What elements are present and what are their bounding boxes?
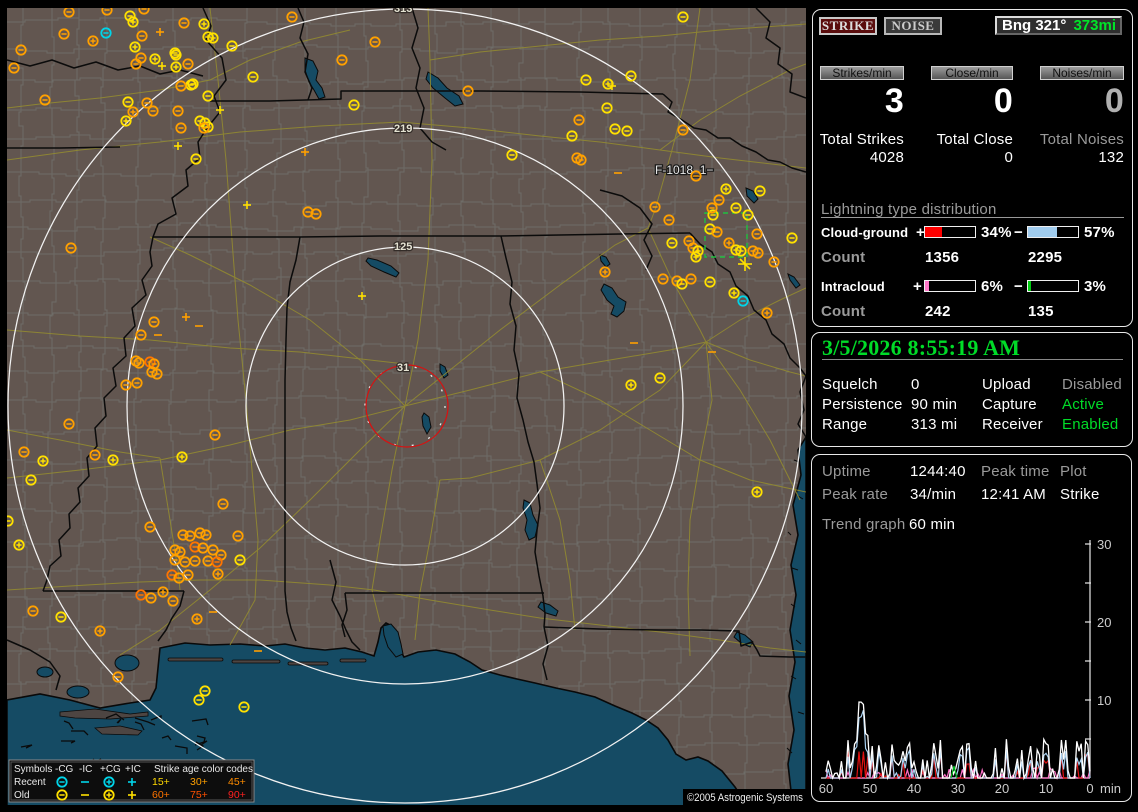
svg-text:60: 60	[819, 781, 833, 796]
svg-text:20: 20	[995, 781, 1009, 796]
svg-text:Symbols: Symbols	[14, 764, 52, 775]
svg-text:15+: 15+	[152, 776, 170, 788]
svg-text:min: min	[1100, 781, 1121, 796]
svg-text:50: 50	[863, 781, 877, 796]
svg-text:20: 20	[1097, 615, 1111, 630]
svg-text:313: 313	[394, 3, 412, 15]
svg-text:219: 219	[394, 123, 412, 135]
svg-text:-CG: -CG	[55, 764, 74, 775]
svg-text:30+: 30+	[190, 776, 208, 788]
svg-text:Strike age color codes: Strike age color codes	[154, 764, 253, 775]
svg-text:31: 31	[397, 362, 409, 374]
svg-text:75+: 75+	[190, 789, 208, 801]
svg-text:10: 10	[1039, 781, 1053, 796]
svg-text:+IC: +IC	[125, 764, 141, 775]
svg-text:©2005 Astrogenic Systems: ©2005 Astrogenic Systems	[687, 792, 803, 804]
svg-text:90+: 90+	[228, 789, 246, 801]
svg-text:30: 30	[951, 781, 965, 796]
svg-text:60+: 60+	[152, 789, 170, 801]
svg-text:125: 125	[394, 241, 412, 253]
svg-text:+CG: +CG	[100, 764, 121, 775]
svg-text:30: 30	[1097, 537, 1111, 552]
svg-text:-IC: -IC	[79, 764, 92, 775]
svg-text:Recent: Recent	[14, 777, 46, 788]
svg-text:40: 40	[907, 781, 921, 796]
svg-text:45+: 45+	[228, 776, 246, 788]
svg-text:Old: Old	[14, 790, 30, 801]
svg-text:F-1018_1−: F-1018_1−	[655, 163, 713, 177]
svg-text:10: 10	[1097, 693, 1111, 708]
svg-text:0: 0	[1086, 781, 1093, 796]
